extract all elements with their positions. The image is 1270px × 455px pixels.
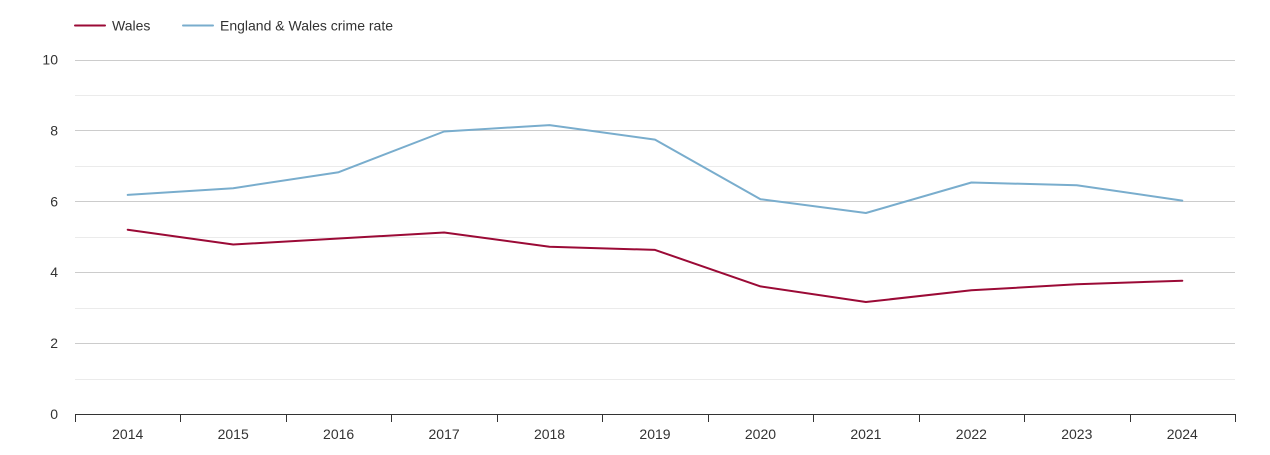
x-tick-label: 2023 (1061, 426, 1092, 442)
y-tick-label: 0 (50, 406, 58, 422)
x-tick-label: 2018 (534, 426, 565, 442)
x-tick-label: 2014 (112, 426, 143, 442)
x-tick-label: 2015 (218, 426, 249, 442)
legend-label-wales: Wales (112, 18, 150, 34)
series-lines (126, 124, 1184, 303)
x-tick-label: 2017 (429, 426, 460, 442)
y-tick-label: 8 (50, 122, 58, 138)
series-line-england-wales-crime-rate (126, 124, 1184, 214)
x-tick-label: 2022 (956, 426, 987, 442)
y-tick-label: 4 (50, 264, 58, 280)
y-tick-label: 6 (50, 193, 58, 209)
x-tick-label: 2019 (639, 426, 670, 442)
legend-label-england-wales: England & Wales crime rate (220, 18, 393, 34)
legend[interactable]: Wales England & Wales crime rate (74, 18, 393, 34)
y-tick-label: 10 (42, 52, 58, 68)
y-tick-labels: 0 2 4 6 8 10 (42, 52, 58, 423)
x-tick-label: 2020 (745, 426, 776, 442)
x-tick-label: 2024 (1167, 426, 1198, 442)
axes (75, 414, 1236, 422)
y-tick-label: 2 (50, 335, 58, 351)
legend-item-wales[interactable]: Wales (74, 18, 150, 34)
x-tick-labels: 2014 2015 2016 2017 2018 2019 2020 2021 2022 2023… (112, 426, 1198, 442)
legend-item-england-wales[interactable]: England & Wales crime rate (182, 18, 393, 34)
series-line-wales (126, 228, 1184, 303)
x-tick-label: 2016 (323, 426, 354, 442)
x-tick-label: 2021 (850, 426, 881, 442)
gridlines (75, 60, 1235, 380)
